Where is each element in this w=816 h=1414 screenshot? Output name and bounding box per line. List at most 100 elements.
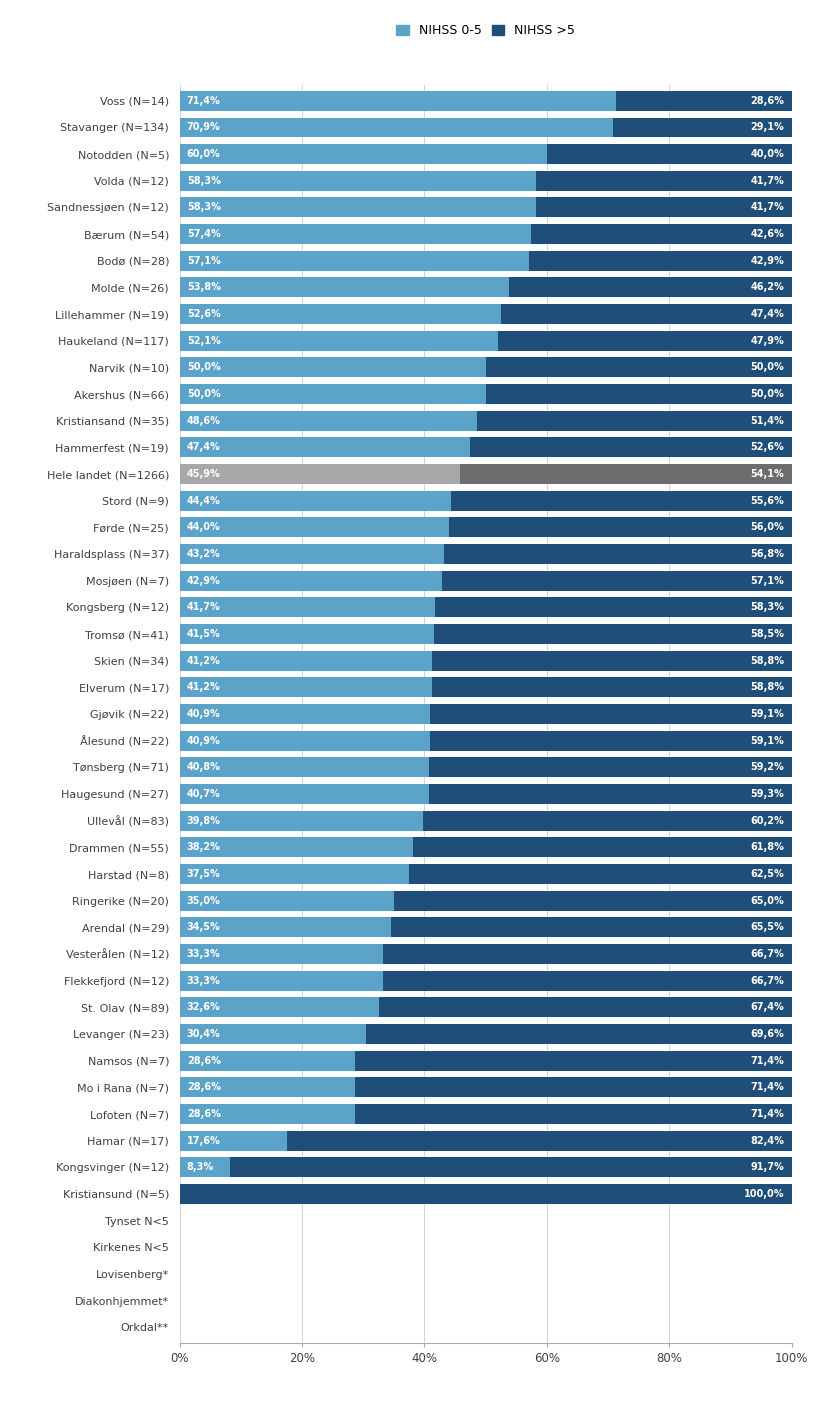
Text: 56,0%: 56,0% <box>751 522 784 533</box>
Bar <box>180 250 529 271</box>
Text: 50,0%: 50,0% <box>751 362 784 372</box>
Text: 71,4%: 71,4% <box>187 96 220 106</box>
Bar <box>180 837 414 857</box>
Text: 8,3%: 8,3% <box>187 1162 214 1172</box>
Text: 66,7%: 66,7% <box>751 976 784 986</box>
Bar <box>287 1131 792 1151</box>
Text: 71,4%: 71,4% <box>751 1082 784 1093</box>
Bar <box>470 437 792 458</box>
Text: 52,6%: 52,6% <box>187 310 220 320</box>
Bar <box>449 518 792 537</box>
Text: 50,0%: 50,0% <box>187 389 220 399</box>
Bar <box>180 1024 366 1044</box>
Text: 62,5%: 62,5% <box>751 870 784 880</box>
Bar <box>180 385 486 404</box>
Bar <box>180 544 444 564</box>
Bar <box>366 1024 792 1044</box>
Bar <box>180 970 384 991</box>
Bar <box>384 970 792 991</box>
Text: 33,3%: 33,3% <box>187 976 220 986</box>
Legend: NIHSS 0-5, NIHSS >5: NIHSS 0-5, NIHSS >5 <box>393 21 578 40</box>
Text: 50,0%: 50,0% <box>751 389 784 399</box>
Bar <box>477 411 792 431</box>
Text: 65,0%: 65,0% <box>751 895 784 906</box>
Bar <box>180 918 391 937</box>
Text: 59,1%: 59,1% <box>751 735 784 745</box>
Text: 44,0%: 44,0% <box>187 522 220 533</box>
Text: 42,6%: 42,6% <box>751 229 784 239</box>
Text: 40,0%: 40,0% <box>751 148 784 160</box>
Text: 47,4%: 47,4% <box>187 443 220 452</box>
Text: 28,6%: 28,6% <box>187 1109 221 1118</box>
Bar <box>394 891 792 911</box>
Bar <box>180 358 486 378</box>
Text: 44,4%: 44,4% <box>187 496 220 506</box>
Bar <box>180 1157 230 1178</box>
Bar <box>180 518 449 537</box>
Text: 45,9%: 45,9% <box>187 469 220 479</box>
Text: 48,6%: 48,6% <box>187 416 221 426</box>
Text: 58,8%: 58,8% <box>750 656 784 666</box>
Text: 37,5%: 37,5% <box>187 870 220 880</box>
Bar <box>180 117 614 137</box>
Text: 60,2%: 60,2% <box>751 816 784 826</box>
Bar <box>180 997 379 1017</box>
Bar <box>180 624 433 645</box>
Text: 41,5%: 41,5% <box>187 629 220 639</box>
Bar <box>180 945 384 964</box>
Text: 69,6%: 69,6% <box>751 1029 784 1039</box>
Bar <box>509 277 792 297</box>
Text: 41,7%: 41,7% <box>187 602 220 612</box>
Text: 41,2%: 41,2% <box>187 683 220 693</box>
Text: 57,1%: 57,1% <box>187 256 220 266</box>
Text: 35,0%: 35,0% <box>187 895 220 906</box>
Text: 29,1%: 29,1% <box>751 123 784 133</box>
Text: 47,9%: 47,9% <box>751 335 784 346</box>
Bar <box>409 864 792 884</box>
Text: 100,0%: 100,0% <box>743 1189 784 1199</box>
Text: 59,1%: 59,1% <box>751 708 784 720</box>
Bar <box>180 704 430 724</box>
Text: 41,7%: 41,7% <box>751 202 784 212</box>
Text: 42,9%: 42,9% <box>187 575 220 585</box>
Bar <box>486 385 792 404</box>
Text: 41,7%: 41,7% <box>751 175 784 185</box>
Text: 91,7%: 91,7% <box>751 1162 784 1172</box>
Text: 66,7%: 66,7% <box>751 949 784 959</box>
Text: 54,1%: 54,1% <box>751 469 784 479</box>
Text: 46,2%: 46,2% <box>751 283 784 293</box>
Bar <box>180 864 409 884</box>
Bar <box>536 198 792 218</box>
Bar <box>180 1184 792 1203</box>
Bar <box>428 783 792 805</box>
Text: 39,8%: 39,8% <box>187 816 221 826</box>
Text: 58,3%: 58,3% <box>187 175 221 185</box>
Bar <box>180 1131 287 1151</box>
Text: 42,9%: 42,9% <box>751 256 784 266</box>
Text: 60,0%: 60,0% <box>187 148 220 160</box>
Text: 32,6%: 32,6% <box>187 1003 220 1012</box>
Text: 58,8%: 58,8% <box>750 683 784 693</box>
Text: 55,6%: 55,6% <box>751 496 784 506</box>
Bar <box>529 250 792 271</box>
Text: 40,9%: 40,9% <box>187 735 220 745</box>
Bar <box>435 598 792 618</box>
Text: 52,1%: 52,1% <box>187 335 220 346</box>
Text: 33,3%: 33,3% <box>187 949 220 959</box>
Text: 52,6%: 52,6% <box>751 443 784 452</box>
Bar <box>444 544 792 564</box>
Text: 59,3%: 59,3% <box>751 789 784 799</box>
Text: 40,8%: 40,8% <box>187 762 221 772</box>
Text: 34,5%: 34,5% <box>187 922 220 932</box>
Bar <box>180 90 617 110</box>
Text: 82,4%: 82,4% <box>750 1135 784 1145</box>
Bar <box>354 1051 792 1070</box>
Bar <box>614 117 792 137</box>
Bar <box>180 598 435 618</box>
Text: 57,4%: 57,4% <box>187 229 220 239</box>
Bar <box>391 918 792 937</box>
Bar <box>442 571 792 591</box>
Bar <box>617 90 792 110</box>
Text: 53,8%: 53,8% <box>187 283 221 293</box>
Bar <box>180 571 442 591</box>
